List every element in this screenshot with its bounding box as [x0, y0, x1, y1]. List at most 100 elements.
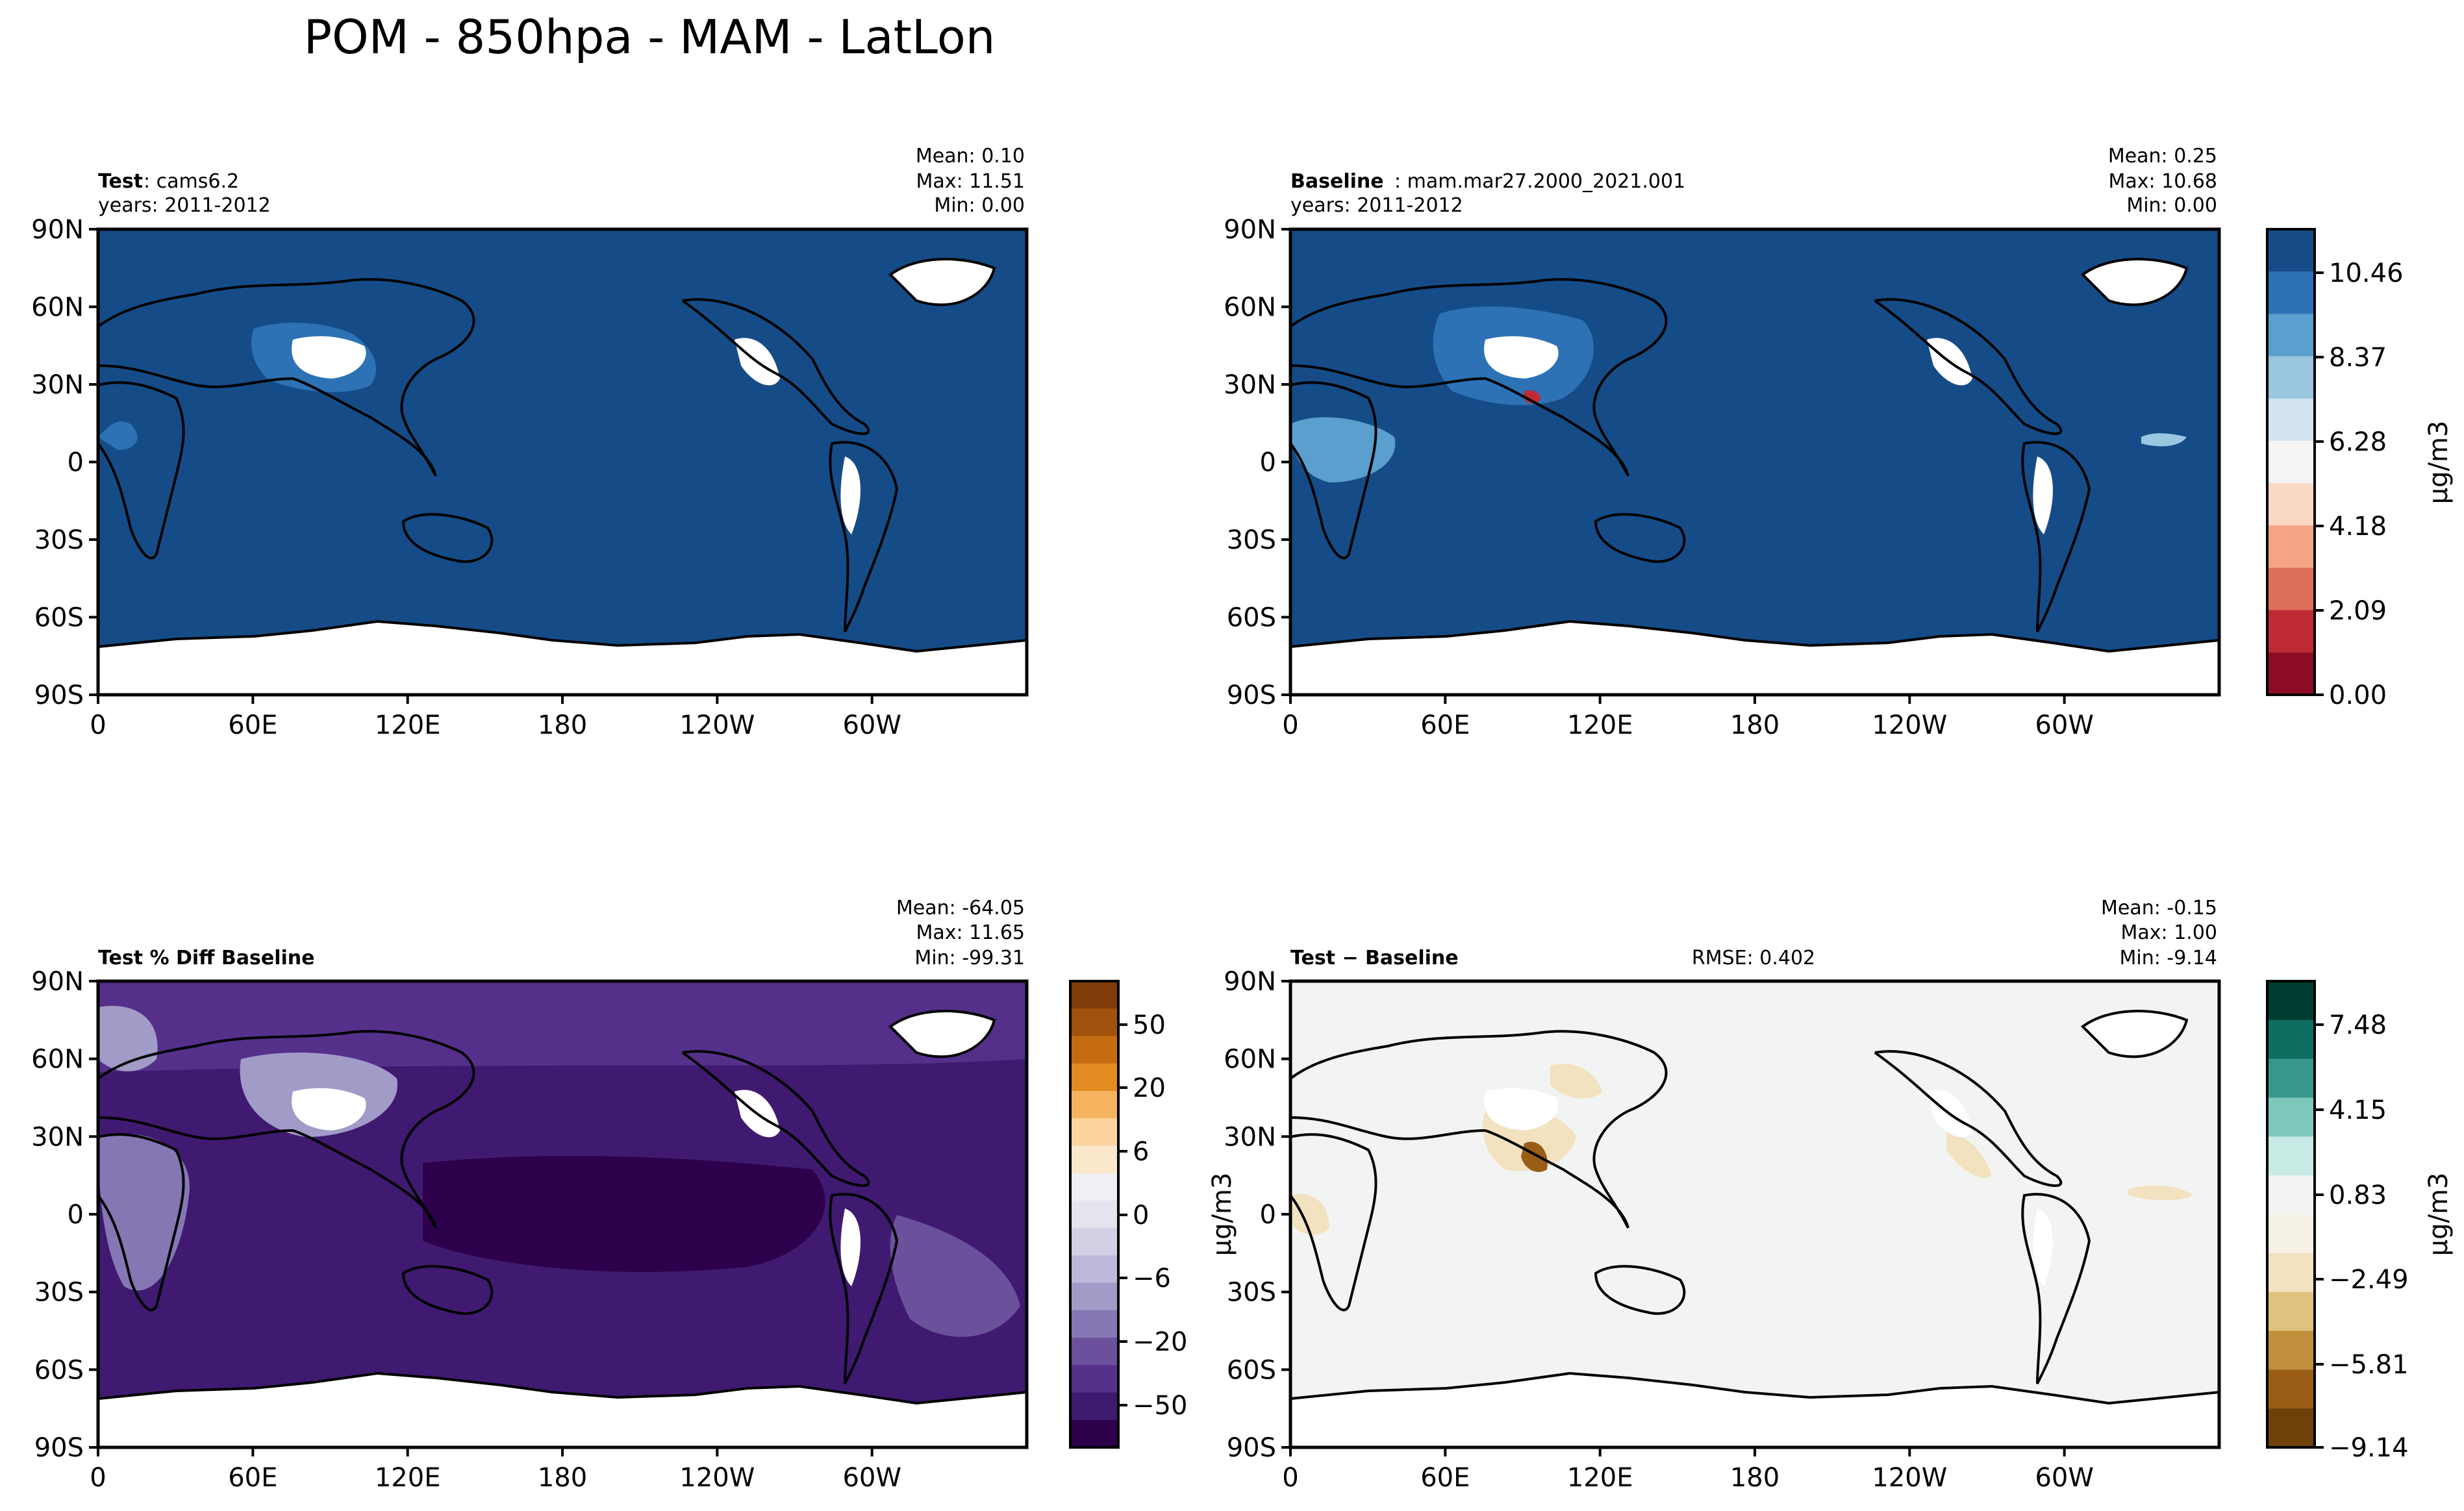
colorbar-swatch [1070, 1282, 1118, 1311]
colorbar-swatch [2267, 1214, 2315, 1254]
panel-test-coastlines [98, 258, 1027, 653]
panel-baseline-coastlines [1290, 258, 2219, 653]
colorbar-swatch [2267, 1175, 2315, 1215]
y-tick-label: 90N [31, 967, 84, 997]
panel-difference-map [1290, 981, 2219, 1447]
y-tick-label: 90N [1224, 215, 1276, 245]
y-tick-label: 90N [31, 215, 84, 245]
colorbar-swatch [2267, 1136, 2315, 1176]
colorbar-swatch [1070, 1063, 1118, 1092]
y-tick-label: 30N [31, 1122, 84, 1152]
panel-percent-diff-mean: Mean: -64.05 [896, 897, 1025, 919]
panel-baseline-min: Min: 0.00 [2126, 194, 2217, 217]
panel-percent-diff-header: Test % Diff Baseline [98, 947, 315, 969]
colorbar-swatch [2267, 356, 2315, 399]
colorbar-tick-label: 20 [1133, 1073, 1166, 1103]
panel-baseline-header-text: : mam.mar27.2000_2021.001 [1394, 170, 1685, 193]
x-tick-label: 0 [1282, 1463, 1298, 1493]
x-tick-label: 60W [2035, 710, 2093, 740]
colorbar-swatch [2267, 1097, 2315, 1137]
x-tick-label: 120E [375, 710, 441, 740]
colorbar-swatch [1070, 981, 1118, 1009]
x-tick-label: 60E [228, 1463, 277, 1493]
colorbar-tick-label: −50 [1133, 1391, 1187, 1421]
y-tick-label: 60N [1224, 1045, 1276, 1075]
panel-baseline-max: Max: 10.68 [2108, 170, 2217, 193]
colorbar-swatch [1070, 1036, 1118, 1064]
x-tick-label: 120W [1872, 710, 1947, 740]
panel-test-features [98, 259, 1027, 695]
y-tick-label: 60S [1227, 603, 1276, 633]
panel-difference-header: Test − Baseline [1290, 947, 1459, 969]
panel-percent-diff-features [98, 981, 1027, 1447]
colorbar-swatch [2267, 398, 2315, 442]
colorbar-baseline-label: μg/m3 [2424, 421, 2454, 505]
y-tick-label: 0 [1260, 448, 1276, 478]
colorbar-tick-label: 6 [1133, 1137, 1149, 1167]
x-tick-label: 180 [538, 710, 587, 740]
panel-baseline-field [1290, 229, 2219, 695]
panel-percent-diff-map [98, 981, 1027, 1447]
colorbar-swatch [2267, 440, 2315, 484]
panel-test-field [98, 229, 1027, 695]
colorbar-swatch [2267, 1058, 2315, 1099]
colorbar-swatch [1070, 1365, 1118, 1393]
panel-difference-ticks: 0 60E 120E 180 120W 60W 90N 60N 30N 0 30S 60S 90S [1224, 967, 2094, 1493]
y-tick-label: 90S [1227, 681, 1276, 710]
x-tick-label: 180 [1730, 710, 1779, 740]
colorbar-tick-label: −20 [1133, 1327, 1187, 1357]
panel-difference-features [1290, 1011, 2219, 1447]
x-tick-label: 180 [538, 1463, 587, 1493]
panel-test-header-bold: Test [98, 170, 143, 193]
y-tick-label: 60S [34, 1355, 84, 1385]
colorbar-swatch [1070, 1310, 1118, 1338]
panel-baseline-map [1290, 229, 2219, 695]
panel-baseline: Baseline : mam.mar27.2000_2021.001 years… [1224, 145, 2221, 740]
y-tick-label: 30S [34, 525, 84, 555]
colorbar-swatch [2267, 652, 2315, 695]
colorbar-tick-label: 6.28 [2329, 427, 2387, 457]
colorbar-tick-label: 0.83 [2329, 1180, 2387, 1210]
panel-difference: Test − Baseline RMSE: 0.402 Mean: -0.15 … [1207, 897, 2221, 1493]
y-tick-label: 60N [31, 293, 84, 323]
y-tick-label: 90S [34, 681, 84, 710]
colorbar-swatch [1070, 1419, 1118, 1448]
y-tick-label: 30N [1224, 1122, 1276, 1152]
colorbar-swatch [2267, 981, 2315, 1021]
x-tick-label: 60W [842, 1463, 901, 1493]
panel-difference-field [1290, 981, 2219, 1447]
x-tick-label: 180 [1730, 1463, 1779, 1493]
colorbar-swatch [2267, 1330, 2315, 1370]
panel-difference-rmse: RMSE: 0.402 [1692, 947, 1815, 969]
y-tick-label: 0 [1260, 1200, 1276, 1230]
colorbar-swatch [1070, 1090, 1118, 1119]
panel-test-map [98, 229, 1027, 695]
colorbar-swatch [2267, 1253, 2315, 1293]
colorbar-swatch [2267, 1019, 2315, 1060]
y-tick-label: 30S [34, 1278, 84, 1308]
colorbar-baseline: 0.00 2.09 4.18 6.28 8.37 10.46 [2266, 228, 2404, 710]
y-tick-label: 90S [34, 1433, 84, 1463]
panel-test-ticks: 0 60E 120E 180 120W 60W 90N 60N 30N 0 30S 60S 90S [31, 215, 901, 740]
panel-difference-mean: Mean: -0.15 [2101, 897, 2217, 919]
colorbar-swatch [2267, 1369, 2315, 1409]
x-tick-label: 60E [1420, 710, 1470, 740]
panel-test: Test : cams6.2 years: 2011-2012 Mean: 0.… [31, 145, 1029, 740]
y-tick-label: 60S [34, 603, 84, 633]
y-tick-label: 60S [1227, 1355, 1276, 1385]
colorbar-tick-label: −5.81 [2329, 1350, 2409, 1380]
panel-baseline-years: years: 2011-2012 [1290, 194, 1463, 217]
panel-baseline-ticks: 0 60E 120E 180 120W 60W 90N 60N 30N 0 30S 60S 90S [1224, 215, 2094, 740]
panel-difference-coastlines [1290, 1010, 2219, 1405]
colorbar-difference: 7.48 4.15 0.83 −2.49 −5.81 −9.14 [2266, 980, 2409, 1463]
x-tick-label: 60W [2035, 1463, 2093, 1493]
y-tick-label: 30N [31, 370, 84, 400]
colorbar-swatch [2267, 229, 2315, 272]
y-tick-label: 0 [68, 448, 84, 478]
colorbar-tick-label: 8.37 [2329, 343, 2387, 373]
colorbar-swatch [2267, 483, 2315, 526]
panel-test-max: Max: 11.51 [916, 170, 1025, 193]
colorbar-swatch [1070, 1145, 1118, 1174]
panel-difference-max: Max: 1.00 [2121, 921, 2217, 944]
